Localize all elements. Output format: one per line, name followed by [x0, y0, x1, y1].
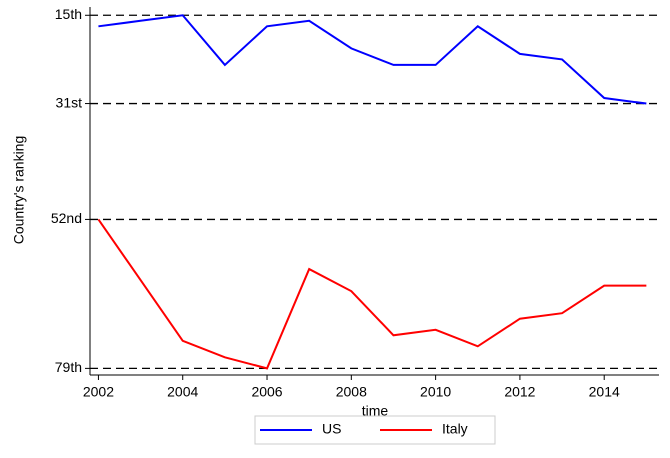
x-tick-label: 2004: [167, 384, 198, 400]
y-axis-label: Country's ranking: [11, 136, 27, 245]
x-tick-label: 2010: [420, 384, 451, 400]
series-line: [97, 218, 647, 370]
x-tick-label: 2006: [251, 384, 282, 400]
y-tick-label: 15th: [55, 6, 82, 22]
x-tick-label: 2002: [83, 384, 114, 400]
y-tick-label: 31st: [56, 94, 83, 110]
x-tick-label: 2014: [589, 384, 620, 400]
legend-label: Italy: [442, 421, 468, 437]
x-axis-label: time: [362, 403, 389, 419]
legend-label: US: [322, 421, 341, 437]
y-tick-label: 79th: [55, 359, 82, 375]
x-tick-label: 2008: [336, 384, 367, 400]
series-line: [98, 14, 647, 105]
legend-box: [254, 415, 496, 445]
x-tick-label: 2012: [504, 384, 535, 400]
y-tick-label: 52nd: [51, 210, 82, 226]
